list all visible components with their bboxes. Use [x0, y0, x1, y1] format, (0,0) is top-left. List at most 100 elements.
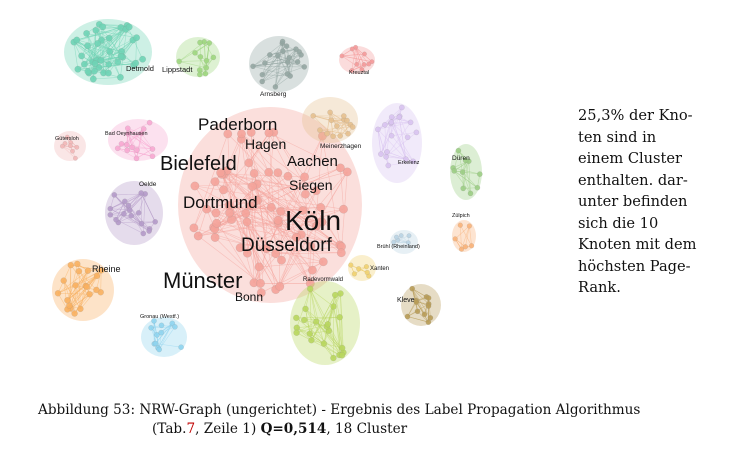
edge	[214, 183, 258, 230]
node	[189, 223, 199, 233]
node	[369, 59, 375, 65]
edge	[158, 323, 173, 350]
node	[404, 134, 411, 141]
node	[455, 147, 462, 154]
node	[97, 267, 105, 274]
cluster-bruehl	[390, 230, 418, 254]
node	[73, 36, 81, 44]
node	[311, 186, 321, 196]
edge	[326, 124, 351, 134]
node	[146, 119, 153, 126]
node	[172, 323, 178, 330]
node	[117, 73, 124, 81]
cluster-gronau-hull	[141, 317, 187, 357]
edge	[118, 212, 139, 223]
cluster-oelde-edges	[110, 192, 156, 234]
caption-end: , 18 Cluster	[326, 421, 408, 437]
label-meinerzhagen: Meinerzhagen	[320, 143, 362, 150]
edge	[257, 183, 317, 191]
node	[197, 39, 203, 46]
edge	[305, 288, 311, 309]
cluster-guetersloh	[54, 131, 86, 161]
edge	[280, 211, 342, 247]
edge	[310, 246, 312, 284]
node	[197, 54, 204, 60]
edge	[355, 47, 357, 65]
edge	[309, 288, 344, 353]
edge	[206, 208, 302, 235]
edge	[57, 293, 68, 310]
node	[158, 322, 165, 329]
node	[254, 262, 264, 272]
node	[67, 261, 75, 269]
edge	[214, 237, 261, 284]
node	[340, 113, 347, 119]
edge	[86, 33, 96, 64]
edge	[98, 62, 136, 68]
cluster-gronau	[141, 317, 187, 357]
edge	[245, 213, 342, 247]
node	[336, 248, 346, 258]
node	[330, 133, 336, 140]
node	[156, 346, 162, 353]
node	[273, 168, 283, 178]
caption-table-ref[interactable]: 7	[186, 421, 196, 437]
node	[190, 181, 200, 191]
edge	[57, 270, 89, 294]
label-koeln: Köln	[285, 205, 341, 236]
edge	[319, 129, 349, 134]
edge	[213, 132, 270, 228]
side-note: 25,3% der Kno- ten sind in einem Cluster…	[578, 107, 697, 296]
node	[359, 67, 365, 73]
edge	[228, 205, 322, 223]
node	[74, 260, 81, 268]
cluster-kleve	[401, 284, 441, 326]
edge	[275, 234, 302, 290]
node	[298, 52, 304, 58]
edge	[138, 193, 146, 213]
label-muenster: Münster	[163, 268, 242, 293]
edge	[377, 129, 407, 160]
edge	[462, 161, 470, 189]
label-kleve: Kleve	[397, 297, 415, 304]
node	[107, 211, 114, 218]
node	[307, 265, 317, 275]
caption-modularity: Q=0,514	[260, 421, 327, 437]
node	[84, 267, 92, 274]
node	[460, 185, 467, 192]
node	[293, 46, 299, 52]
label-oelde: Oelde	[139, 181, 157, 188]
node	[396, 114, 403, 121]
edge	[100, 270, 102, 293]
node	[414, 308, 421, 315]
label-rheine: Rheine	[92, 264, 121, 274]
label-dueren: Düren	[452, 155, 470, 162]
node	[301, 64, 308, 70]
edge	[127, 133, 153, 150]
node	[83, 30, 91, 37]
node	[407, 119, 414, 126]
edge	[241, 133, 279, 173]
cluster-oelde	[105, 181, 163, 245]
edge	[252, 186, 311, 284]
edge	[96, 270, 102, 290]
node	[111, 192, 118, 198]
node	[421, 311, 428, 318]
edge	[377, 129, 389, 166]
edge	[75, 270, 102, 286]
edge	[178, 41, 205, 62]
node	[286, 54, 293, 61]
node	[328, 117, 335, 124]
edge	[203, 41, 214, 58]
edge	[74, 294, 90, 314]
edge	[309, 288, 317, 322]
edge	[253, 222, 279, 283]
node	[280, 48, 286, 54]
edge	[229, 212, 281, 287]
node	[223, 129, 233, 139]
edge	[333, 306, 344, 353]
edge	[221, 174, 260, 268]
label-bielefeld: Bielefeld	[160, 153, 237, 175]
edge	[73, 42, 79, 70]
